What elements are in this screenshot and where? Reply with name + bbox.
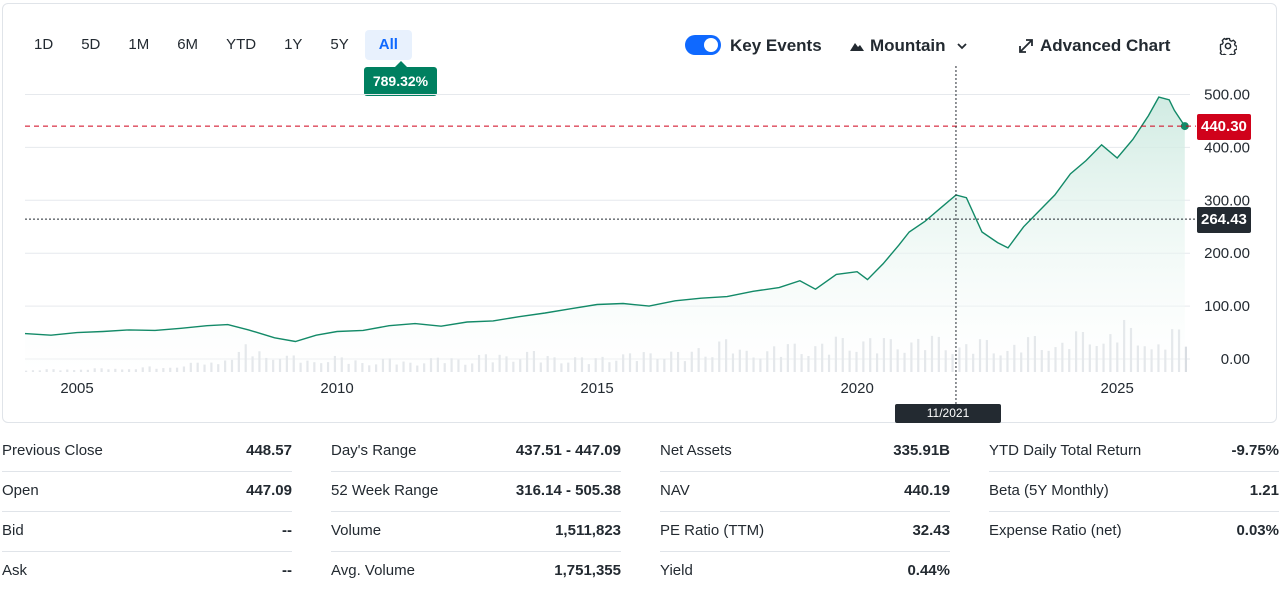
stat-value: -9.75% (1231, 442, 1279, 459)
expand-icon[interactable] (1018, 38, 1034, 54)
x-tick-label: 2005 (60, 380, 93, 397)
range-tab-1d[interactable]: 1D (34, 36, 54, 53)
stat-row: Beta (5Y Monthly) 1.21 (989, 472, 1279, 512)
stat-label: 52 Week Range (331, 482, 439, 499)
stat-row: Open 447.09 (2, 472, 292, 512)
crosshair-date-tag: 11/2021 (895, 404, 1001, 423)
stat-row: Volume 1,511,823 (331, 512, 621, 552)
y-tick-label: 200.00 (1204, 245, 1250, 262)
stat-label: Expense Ratio (net) (989, 522, 1122, 539)
stat-row: 52 Week Range 316.14 - 505.38 (331, 472, 621, 512)
x-tick-label: 2025 (1101, 380, 1134, 397)
stat-value: 316.14 - 505.38 (515, 482, 621, 499)
x-tick-label: 2010 (320, 380, 353, 397)
stat-value: 1,511,823 (555, 522, 621, 539)
stat-value: 1,751,355 (554, 562, 621, 579)
last-price-tag: 440.30 (1197, 114, 1251, 140)
x-tick-label: 2020 (840, 380, 873, 397)
key-events-toggle[interactable] (685, 35, 721, 55)
stat-label: Bid (2, 522, 24, 539)
range-tabs: 1D 5D 1M 6M YTD 1Y 5Y All (22, 30, 416, 60)
last-price-dot (1180, 122, 1189, 131)
stats-column-1: Previous Close 448.57 Open 447.09 Bid -- As… (2, 432, 292, 592)
y-tick-label: 400.00 (1204, 139, 1250, 156)
chevron-down-icon[interactable] (957, 42, 967, 50)
range-tab-1m[interactable]: 1M (128, 36, 150, 53)
stat-label: Yield (660, 562, 693, 579)
stats-column-3: Net Assets 335.91B NAV 440.19 PE Ratio (TT… (660, 432, 950, 592)
stat-value: 1.21 (1249, 482, 1279, 499)
stat-value: 440.19 (904, 482, 950, 499)
stat-value: 0.44% (907, 562, 950, 579)
stat-row: Expense Ratio (net) 0.03% (989, 512, 1279, 552)
stat-label: Beta (5Y Monthly) (989, 482, 1109, 499)
y-tick-label: 300.00 (1204, 192, 1250, 209)
stat-row: Yield 0.44% (660, 552, 950, 592)
price-chart[interactable]: 2005 2010 2015 2020 2025 0.00 100.00 200.00 300… (0, 0, 1280, 430)
stat-row: NAV 440.19 (660, 472, 950, 512)
stat-label: Avg. Volume (331, 562, 415, 579)
range-tab-1y[interactable]: 1Y (284, 36, 303, 53)
stat-label: YTD Daily Total Return (989, 442, 1142, 459)
stat-value: 32.43 (912, 522, 950, 539)
price-line (24, 96, 1186, 343)
stat-label: Previous Close (2, 442, 103, 459)
stats-column-2: Day's Range 437.51 - 447.09 52 Week Range… (331, 432, 621, 592)
x-tick-label: 2015 (580, 380, 613, 397)
range-tab-ytd[interactable]: YTD (226, 36, 257, 53)
stat-label: Net Assets (660, 442, 732, 459)
stat-value: -- (282, 522, 292, 539)
volume-bar (1184, 346, 1187, 372)
range-tab-all[interactable]: All (364, 30, 412, 60)
crosshair-price-tag: 264.43 (1197, 207, 1251, 233)
stat-label: Day's Range (331, 442, 417, 459)
advanced-chart-button[interactable]: Advanced Chart (1040, 36, 1171, 55)
y-tick-label: 100.00 (1204, 298, 1250, 315)
chart-type-label[interactable]: Mountain (870, 36, 946, 55)
reference-lines (25, 66, 1196, 404)
stats-column-4: YTD Daily Total Return -9.75% Beta (5Y Mo… (989, 432, 1279, 552)
stat-value: -- (282, 562, 292, 579)
stat-row: Day's Range 437.51 - 447.09 (331, 432, 621, 472)
stat-value: 437.51 - 447.09 (515, 442, 621, 459)
y-tick-label: 0.00 (1221, 351, 1250, 368)
stat-label: Volume (331, 522, 382, 539)
mountain-icon (850, 43, 864, 51)
range-tab-6m[interactable]: 6M (177, 36, 199, 53)
change-percent-badge: 789.32% (364, 61, 437, 96)
price-area-fill (25, 97, 1185, 372)
stat-label: Ask (2, 562, 28, 579)
gear-icon[interactable] (1219, 37, 1237, 55)
stat-label: PE Ratio (TTM) (660, 522, 765, 539)
y-axis-ticks: 0.00 100.00 200.00 300.00 400.00 500.00 (1204, 87, 1250, 369)
range-tab-5y[interactable]: 5Y (330, 36, 349, 53)
y-tick-label: 500.00 (1204, 87, 1250, 104)
stat-value: 335.91B (893, 442, 950, 459)
stat-row: YTD Daily Total Return -9.75% (989, 432, 1279, 472)
price-area (24, 96, 1189, 372)
key-events-label[interactable]: Key Events (730, 36, 822, 55)
stat-value: 448.57 (246, 442, 292, 459)
stat-row: Net Assets 335.91B (660, 432, 950, 472)
range-tab-5d[interactable]: 5D (81, 36, 101, 53)
stat-row: Ask -- (2, 552, 292, 592)
stat-row: Avg. Volume 1,751,355 (331, 552, 621, 592)
stat-row: Bid -- (2, 512, 292, 552)
stat-label: NAV (660, 482, 690, 499)
stat-row: Previous Close 448.57 (2, 432, 292, 472)
toggle-knob (704, 38, 718, 52)
stat-value: 0.03% (1236, 522, 1279, 539)
stat-row: PE Ratio (TTM) 32.43 (660, 512, 950, 552)
stat-value: 447.09 (246, 482, 292, 499)
stat-label: Open (2, 482, 39, 499)
x-axis-ticks: 2005 2010 2015 2020 2025 (60, 380, 1134, 397)
